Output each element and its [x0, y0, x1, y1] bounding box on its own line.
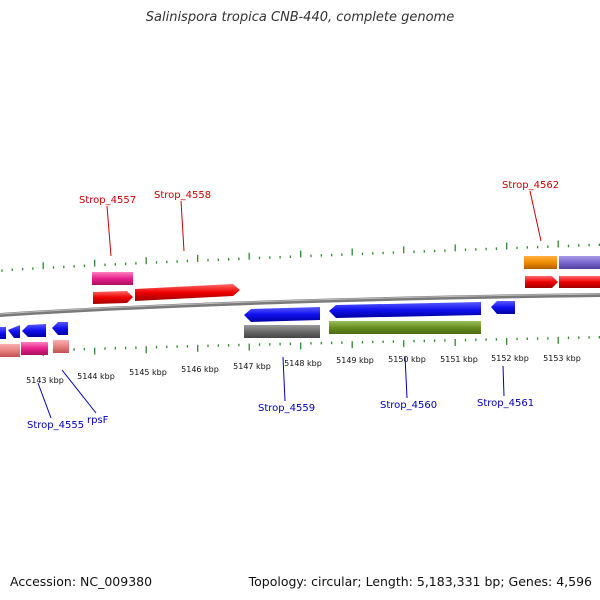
reverse-gene-labels: Strop_4555 rpsF Strop_4559 Strop_4560 St… — [27, 398, 534, 431]
inner-tick-row — [1, 336, 600, 357]
scale-label: 5152 kbp — [491, 354, 529, 363]
gene-strop-4560-reverse[interactable] — [329, 302, 481, 318]
label-strop-4557[interactable]: Strop_4557 — [79, 195, 136, 206]
label-strop-4558[interactable]: Strop_4558 — [154, 190, 211, 201]
label-strop-4560[interactable]: Strop_4560 — [380, 400, 437, 411]
leader-strop-4562 — [529, 190, 542, 242]
scale-label: 5147 kbp — [233, 362, 271, 371]
outer-tick-row — [1, 240, 600, 272]
scale-label: 5143 kbp — [26, 376, 64, 385]
leader-strop-4557 — [106, 205, 112, 257]
label-strop-4562[interactable]: Strop_4562 — [502, 180, 559, 191]
scale-label: 5144 kbp — [77, 372, 115, 381]
scale-label: 5145 kbp — [129, 368, 167, 377]
forward-genes — [92, 256, 600, 304]
gene-strop-4557-forward[interactable] — [93, 291, 133, 304]
leader-strop-4559 — [282, 356, 286, 402]
label-strop-4559[interactable]: Strop_4559 — [258, 403, 315, 414]
leader-strop-4561 — [502, 365, 505, 397]
gene-reverse-left-2[interactable] — [8, 325, 20, 338]
feature-lightred-lower-2[interactable] — [53, 340, 69, 353]
scale-label: 5146 kbp — [181, 365, 219, 374]
gene-rpsF-reverse[interactable] — [52, 322, 68, 335]
scale-label: 5153 kbp — [543, 354, 581, 363]
scale-label: 5151 kbp — [440, 355, 478, 364]
gene-forward-right-edge[interactable] — [559, 276, 600, 288]
forward-gene-labels: Strop_4557 Strop_4558 Strop_4562 — [79, 180, 559, 206]
feature-orange-upper[interactable] — [524, 256, 557, 269]
genome-backbone-highlight — [0, 293, 600, 315]
feature-pink-upper[interactable] — [92, 272, 133, 285]
gene-reverse-left-1[interactable] — [0, 327, 6, 339]
genome-backbone — [0, 293, 600, 317]
feature-pink-lower[interactable] — [21, 342, 48, 355]
label-rpsF[interactable]: rpsF — [87, 415, 109, 426]
scale-label: 5150 kbp — [388, 355, 426, 364]
gene-strop-4559-reverse[interactable] — [244, 307, 320, 322]
feature-olive-lower[interactable] — [329, 321, 481, 334]
gene-strop-4561-reverse[interactable] — [491, 301, 515, 314]
feature-lightred-lower-1[interactable] — [0, 344, 20, 357]
leader-strop-4560 — [404, 355, 408, 399]
label-strop-4561[interactable]: Strop_4561 — [477, 398, 534, 409]
genome-summary-text: Topology: circular; Length: 5,183,331 bp… — [248, 574, 592, 589]
gene-strop-4555-reverse[interactable] — [22, 324, 46, 337]
leader-rpsF — [61, 369, 97, 414]
scale-label: 5149 kbp — [336, 356, 374, 365]
leader-strop-4555 — [37, 382, 52, 419]
gene-strop-4558-forward[interactable] — [135, 284, 240, 301]
accession-text: Accession: NC_009380 — [10, 574, 153, 589]
label-leader-lines — [37, 190, 542, 419]
scale-labels: 5143 kbp 5144 kbp 5145 kbp 5146 kbp 5147… — [26, 354, 581, 385]
feature-purple-upper[interactable] — [559, 256, 600, 269]
scale-label: 5148 kbp — [284, 359, 322, 368]
reverse-genes — [0, 301, 515, 357]
map-title: Salinispora tropica CNB-440, complete ge… — [145, 10, 455, 25]
gene-strop-4562-forward[interactable] — [525, 276, 558, 288]
feature-gray-lower[interactable] — [244, 325, 320, 338]
leader-strop-4558 — [180, 200, 185, 252]
label-strop-4555[interactable]: Strop_4555 — [27, 420, 84, 431]
